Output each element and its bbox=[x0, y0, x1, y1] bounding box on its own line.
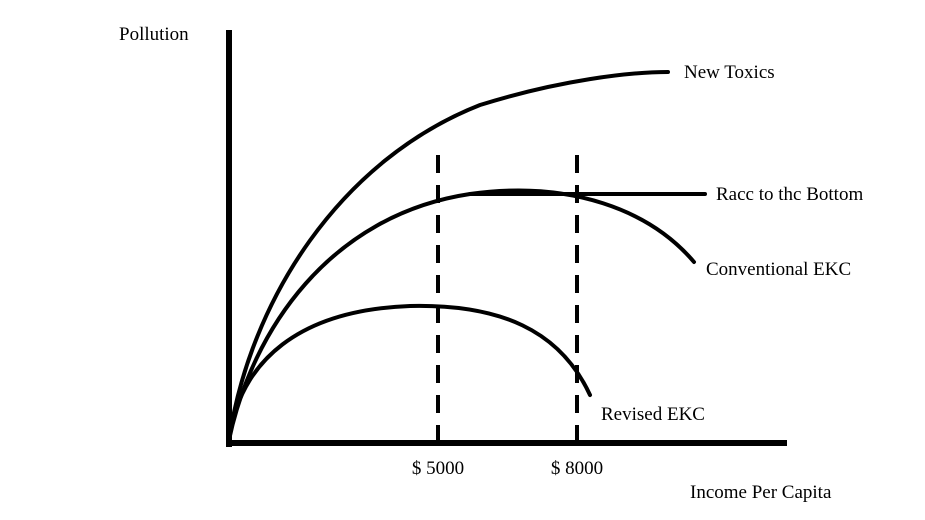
revised-ekc-curve bbox=[227, 303, 592, 442]
race-to-bottom-label: Racc to thc Bottom bbox=[716, 184, 863, 205]
x-axis-label: Income Per Capita bbox=[690, 482, 832, 503]
new-toxics-label: New Toxics bbox=[684, 62, 775, 83]
conventional-ekc-label: Conventional EKC bbox=[706, 259, 851, 280]
new-toxics-curve bbox=[227, 70, 670, 442]
conventional-ekc-curve bbox=[227, 188, 696, 442]
income-5000-label: $ 5000 bbox=[412, 458, 464, 479]
y-axis-label: Pollution bbox=[119, 24, 189, 45]
income-8000-label: $ 8000 bbox=[551, 458, 603, 479]
revised-ekc-label: Revised EKC bbox=[601, 404, 705, 425]
